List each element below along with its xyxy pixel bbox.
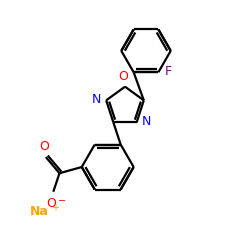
Text: O: O <box>46 197 56 210</box>
Text: F: F <box>164 64 172 78</box>
Text: N: N <box>92 93 101 106</box>
Text: O: O <box>40 140 50 153</box>
Text: Na: Na <box>30 205 49 218</box>
Text: N: N <box>142 115 151 128</box>
Text: −: − <box>58 196 66 206</box>
Text: O: O <box>118 70 128 83</box>
Text: +: + <box>51 203 59 213</box>
